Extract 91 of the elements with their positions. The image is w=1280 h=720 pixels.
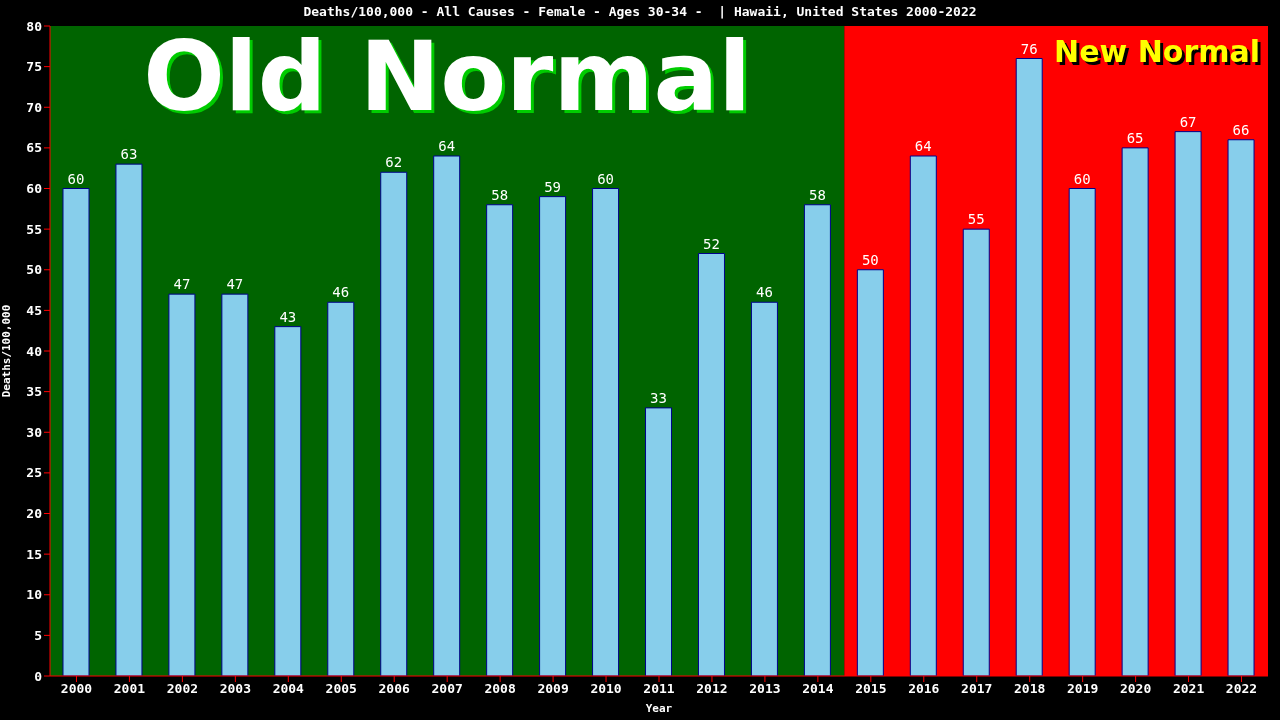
bar bbox=[380, 171, 408, 676]
x-axis-title: Year bbox=[645, 702, 673, 715]
bar bbox=[486, 204, 514, 676]
bar bbox=[1121, 147, 1149, 676]
x-tick-label: 2010 bbox=[590, 681, 622, 697]
x-tick-label: 2006 bbox=[378, 681, 411, 697]
x-tick-label: 2013 bbox=[749, 681, 781, 697]
data-label: 66 bbox=[1232, 121, 1250, 138]
x-tick-label: 2018 bbox=[1014, 681, 1046, 697]
y-axis-title: Deaths/100,000 bbox=[0, 304, 13, 398]
data-label: 46 bbox=[332, 284, 350, 301]
band-label: Old Normal bbox=[146, 24, 755, 136]
bar bbox=[274, 326, 302, 676]
x-tick-label: 2012 bbox=[696, 681, 728, 697]
bar bbox=[1227, 139, 1255, 676]
x-tick-label: 2005 bbox=[325, 681, 357, 697]
y-tick-label: 80 bbox=[26, 18, 43, 34]
data-label: 52 bbox=[703, 235, 720, 252]
x-tick-label: 2011 bbox=[643, 681, 675, 697]
x-tick-label: 2022 bbox=[1225, 681, 1258, 697]
y-tick-label: 75 bbox=[26, 59, 42, 75]
data-label: 76 bbox=[1020, 40, 1038, 57]
data-label: 60 bbox=[597, 170, 614, 187]
bar bbox=[962, 228, 990, 676]
bar bbox=[697, 253, 725, 676]
data-label: 50 bbox=[861, 251, 879, 268]
data-label: 46 bbox=[756, 284, 773, 301]
y-tick-label: 10 bbox=[26, 587, 43, 603]
x-tick-label: 2015 bbox=[855, 681, 887, 697]
x-tick-label: 2014 bbox=[802, 681, 834, 697]
bar bbox=[750, 301, 778, 676]
x-tick-label: 2001 bbox=[113, 681, 146, 697]
data-label: 63 bbox=[120, 146, 138, 163]
bar bbox=[62, 188, 90, 676]
x-tick-label: 2003 bbox=[219, 681, 251, 697]
data-label: 47 bbox=[226, 276, 244, 293]
y-tick-label: 40 bbox=[26, 343, 43, 359]
y-tick-label: 15 bbox=[26, 546, 42, 562]
bar bbox=[539, 196, 567, 676]
data-label: 47 bbox=[173, 276, 191, 293]
bar bbox=[856, 269, 884, 676]
data-label: 58 bbox=[808, 186, 826, 203]
bar bbox=[645, 407, 673, 676]
data-label: 64 bbox=[914, 138, 932, 154]
x-tick-label: 2017 bbox=[961, 681, 993, 697]
y-tick-label: 70 bbox=[26, 99, 43, 115]
x-tick-label: 2007 bbox=[431, 681, 463, 697]
x-tick-label: 2020 bbox=[1119, 681, 1152, 697]
bar bbox=[592, 188, 620, 676]
x-tick-label: 2002 bbox=[166, 681, 199, 697]
bar bbox=[803, 204, 831, 676]
data-label: 55 bbox=[967, 211, 985, 228]
data-label: 67 bbox=[1179, 113, 1197, 130]
data-label: 60 bbox=[1073, 170, 1091, 187]
y-tick-label: 55 bbox=[26, 221, 42, 237]
band-label: New Normal bbox=[1057, 37, 1263, 72]
data-label: 33 bbox=[650, 389, 667, 406]
x-tick-label: 2000 bbox=[60, 681, 93, 697]
y-tick-label: 25 bbox=[26, 465, 42, 481]
y-tick-label: 30 bbox=[26, 424, 43, 440]
x-tick-label: 2008 bbox=[484, 681, 516, 697]
bar bbox=[1068, 188, 1096, 676]
y-tick-label: 60 bbox=[26, 181, 43, 197]
bar bbox=[909, 155, 937, 676]
data-label: 59 bbox=[544, 178, 562, 195]
data-label: 65 bbox=[1126, 129, 1144, 146]
chart-title: Deaths/100,000 - All Causes - Female - Ages 30-34 - | Hawaii, United States 2000-2022 bbox=[302, 4, 978, 19]
data-label: 60 bbox=[67, 170, 85, 187]
x-tick-label: 2009 bbox=[537, 681, 569, 697]
bar bbox=[115, 163, 143, 676]
y-tick-label: 20 bbox=[26, 506, 43, 522]
bar bbox=[168, 293, 196, 676]
x-tick-label: 2004 bbox=[272, 681, 305, 697]
y-tick-label: 50 bbox=[26, 262, 43, 278]
data-label: 64 bbox=[438, 138, 456, 154]
y-tick-label: 65 bbox=[26, 140, 42, 156]
x-tick-label: 2016 bbox=[908, 681, 940, 697]
bar bbox=[221, 293, 249, 676]
y-tick-label: 35 bbox=[26, 384, 42, 400]
data-label: 43 bbox=[279, 308, 297, 325]
y-tick-label: 5 bbox=[34, 627, 42, 643]
data-label: 58 bbox=[491, 186, 509, 203]
x-tick-label: 2021 bbox=[1172, 681, 1205, 697]
y-tick-label: 45 bbox=[26, 302, 42, 318]
bar bbox=[1015, 58, 1043, 676]
bar bbox=[1174, 131, 1202, 676]
bar bbox=[327, 301, 355, 676]
x-tick-label: 2019 bbox=[1067, 681, 1099, 697]
data-label: 62 bbox=[385, 154, 403, 171]
y-tick-label: 0 bbox=[34, 668, 43, 684]
bar bbox=[433, 155, 461, 676]
